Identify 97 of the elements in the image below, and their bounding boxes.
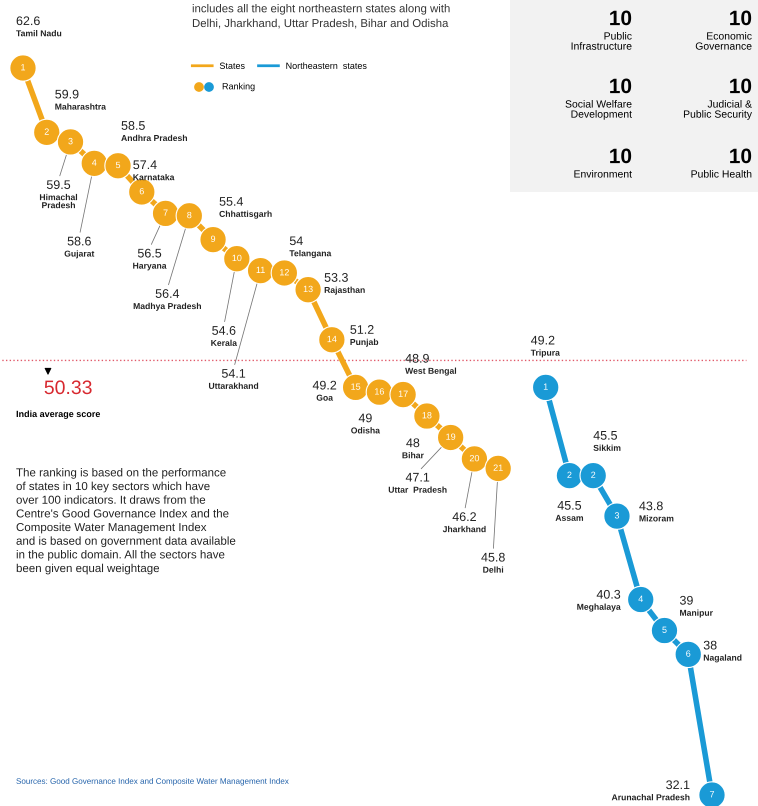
- data-label: 45.5 Assam: [556, 501, 584, 521]
- data-label: 38 Nagaland: [704, 640, 742, 662]
- point: [603, 502, 631, 530]
- data-label: 40.3 Meghalaya: [577, 590, 621, 612]
- data-label: 57.4 Karnataka: [133, 160, 174, 180]
- legend-label: States: [220, 62, 245, 69]
- ref-line-label: 50.33 India average score: [16, 380, 100, 419]
- annotation: 4: [92, 159, 97, 166]
- point: [532, 374, 560, 402]
- data-label: 49.2 Tripura: [530, 336, 560, 358]
- point: [579, 462, 607, 490]
- point: [33, 118, 61, 146]
- data-label: 58.6 Gujarat: [64, 236, 94, 258]
- annotation: 2: [44, 128, 49, 135]
- annotation: 2: [567, 472, 572, 478]
- annotation: 1: [544, 384, 548, 390]
- point: [389, 380, 417, 408]
- annotation: 5: [116, 162, 120, 168]
- point: [56, 128, 84, 156]
- data-label: 54.1 Uttarakhand: [208, 369, 258, 389]
- annotation: 6: [686, 650, 690, 657]
- point: [80, 150, 108, 178]
- point: [199, 226, 227, 254]
- annotation: 8: [187, 212, 192, 218]
- annotation: 6: [140, 188, 144, 194]
- point: [318, 326, 346, 354]
- point: [104, 152, 132, 180]
- annotation: 11: [256, 266, 265, 273]
- point: [9, 54, 37, 82]
- data-label: 49 Odisha: [351, 414, 380, 434]
- data-label: 53.3 Rajasthan: [324, 273, 365, 295]
- point: [223, 244, 251, 272]
- annotation: 14: [328, 336, 337, 342]
- data-label: 62.6 Tamil Nadu: [16, 16, 62, 36]
- text: 10 Economic Governance: [696, 10, 752, 50]
- annotation: 3: [614, 512, 620, 519]
- data-label: 43.8 Mizoram: [639, 501, 674, 522]
- point: [342, 374, 370, 402]
- data-label: 51.2 Punjab: [350, 325, 378, 347]
- annotation: 18: [422, 412, 432, 418]
- data-label: 47.1 Uttar Pradesh: [388, 472, 447, 493]
- data-label: 54.6 Kerala: [211, 326, 238, 346]
- data-label: 56.5 Haryana: [133, 248, 167, 270]
- data-label: 54 Telangana: [289, 236, 332, 258]
- data-label: 45.5 Sikkim: [593, 431, 620, 451]
- annotation: 10 Judicial & Public Security: [684, 78, 752, 120]
- annotation: 19: [446, 433, 456, 440]
- data-label: 48.9 West Bengal: [405, 354, 456, 376]
- data-label: 39 Manipur: [680, 596, 713, 618]
- annotation: 21: [494, 464, 503, 471]
- point: [270, 259, 298, 287]
- data-label: 49.2 Goa: [312, 380, 336, 401]
- annotation: 13: [304, 286, 313, 292]
- data-label: 45.8 Delhi: [481, 552, 505, 573]
- data-label: 32.1 Arunachal Pradesh: [612, 780, 690, 800]
- point: [366, 378, 394, 406]
- data-label: 56.4 Madhya Pradesh: [134, 289, 201, 311]
- annotation: Ranking: [222, 82, 255, 92]
- annotation: 17: [398, 390, 408, 397]
- point: [152, 200, 180, 228]
- annotation: 2: [591, 472, 596, 478]
- point: [650, 616, 678, 644]
- annotation: 10 Social Welfare Development: [566, 78, 632, 120]
- annotation: 4: [638, 596, 643, 602]
- data-label: 46.2 Jharkhand: [442, 512, 486, 532]
- annotation: 10 Public Health: [691, 148, 752, 178]
- annotation: 10 Environment: [574, 148, 632, 178]
- chart-subtitle: includes all the eight northeastern states along with Delhi, Jharkhand, Uttar Pradesh, Bihar and Odisha: [192, 4, 450, 28]
- annotation: 10: [232, 254, 242, 262]
- data-label: 59.5 Himachal Pradesh: [40, 180, 78, 208]
- point: [436, 424, 464, 452]
- point: [674, 640, 702, 668]
- point: [460, 445, 488, 473]
- annotation: 20: [470, 454, 480, 462]
- data-label: 48 Bihar: [402, 438, 424, 458]
- annotation: 7: [710, 791, 714, 798]
- data-label: 55.4 Chhattisgarh: [219, 197, 272, 219]
- text: 10 Public Infrastructure: [572, 10, 632, 50]
- point: [246, 256, 274, 284]
- annotation: 5: [662, 626, 667, 633]
- annotation: Sources: Good Governance Index and Composite Water Management Index: [16, 778, 289, 786]
- point: [176, 202, 204, 230]
- annotation: 7: [164, 210, 168, 216]
- data-label: 58.5 Andhra Pradesh: [121, 121, 188, 142]
- annotation: 12: [280, 269, 289, 276]
- annotation: 9: [210, 236, 216, 242]
- annotation: 16: [375, 388, 384, 395]
- point: [484, 454, 512, 482]
- annotation: 3: [68, 138, 73, 144]
- data-label: 59.9 Maharashtra: [55, 90, 106, 110]
- point: [413, 402, 441, 430]
- annotation: 15: [351, 384, 360, 390]
- annotation: The ranking is based on the performance of states in 10 key sectors which have over 100 indicators. It draws from the Centre's Good Governance Index and the Composite Water Management Index and is based on government data available in the public domain. All the sectors have been given equal weightage: [16, 468, 236, 574]
- point: [294, 276, 322, 304]
- legend-label: Northeastern states: [286, 62, 367, 69]
- annotation: 1: [21, 64, 26, 70]
- point: [626, 586, 654, 614]
